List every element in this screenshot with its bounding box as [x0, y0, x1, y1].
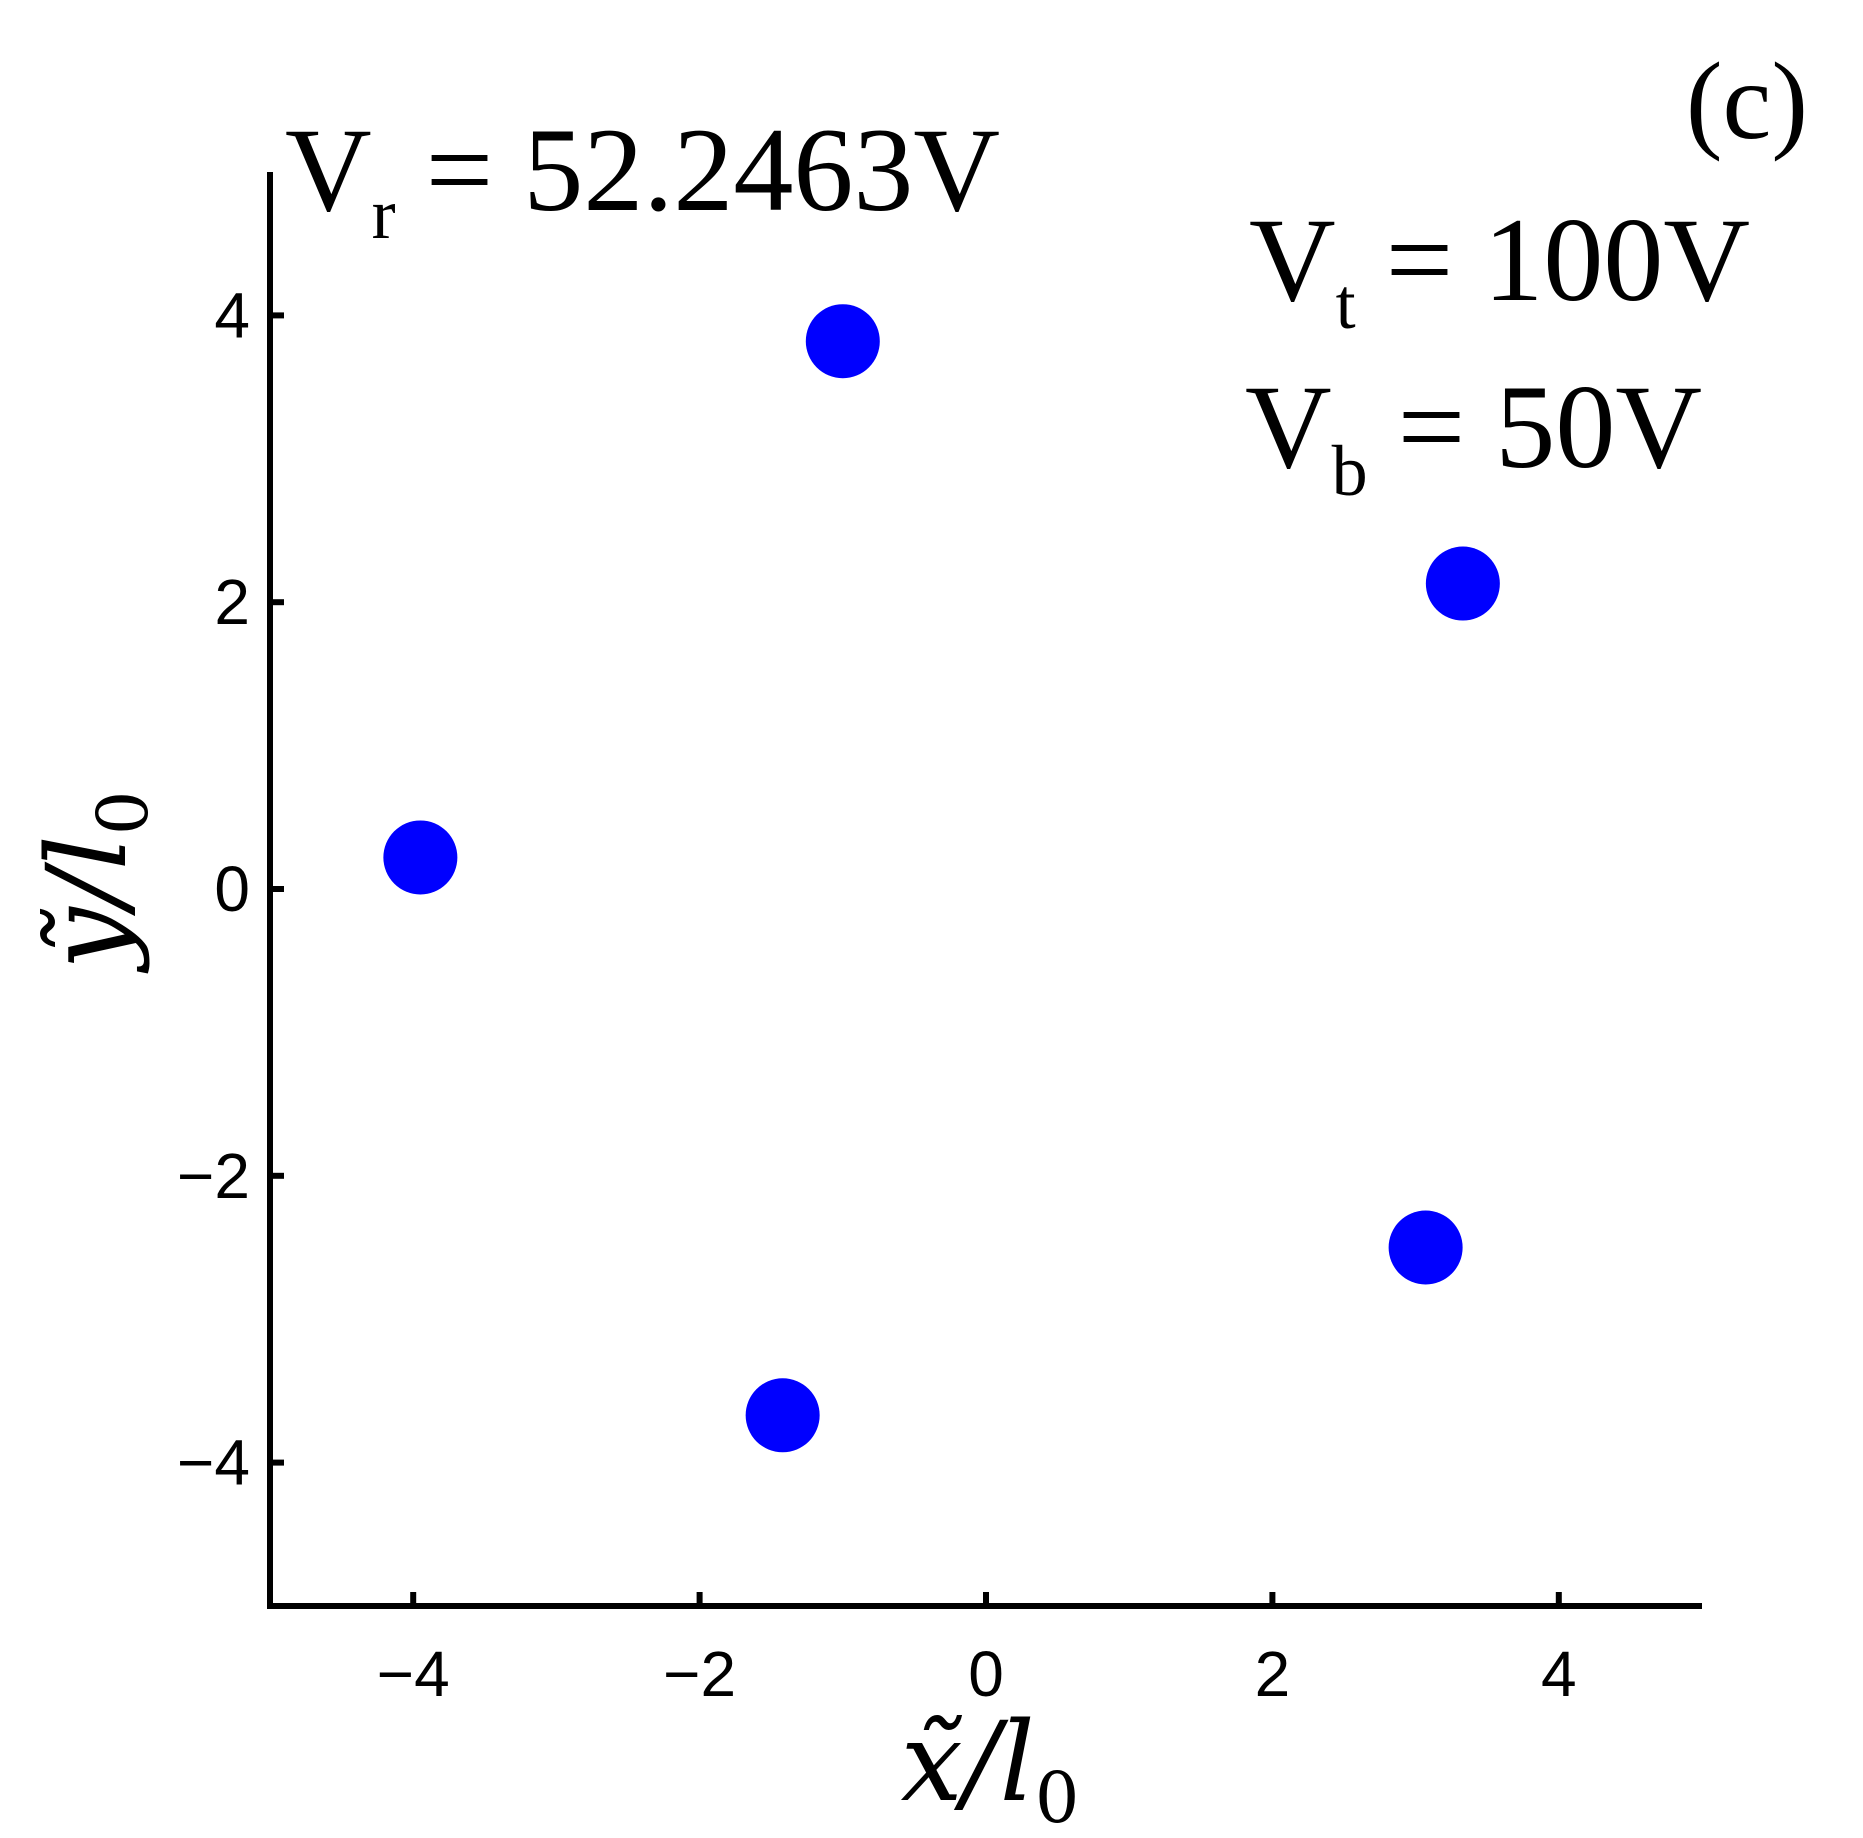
- y-tick-label: 2: [214, 566, 250, 638]
- data-point: [745, 1378, 820, 1453]
- annotation-vt-rest: = 100V: [1356, 193, 1750, 326]
- annotation-vt-sub: t: [1336, 264, 1356, 344]
- annotation-vb-main: V: [1245, 360, 1332, 493]
- y-axis-title-main: ỹ/l: [23, 835, 151, 974]
- x-tick-label: 0: [968, 1638, 1004, 1710]
- panel-label: (c): [1686, 40, 1808, 162]
- x-axis-title-main: x̃/l: [901, 1698, 1035, 1826]
- y-axis-title: ỹ/l0: [23, 791, 164, 975]
- y-tick-label: −4: [177, 1427, 250, 1499]
- x-tick-label: 4: [1541, 1638, 1577, 1710]
- data-point: [1388, 1210, 1463, 1285]
- axis-ticks: −4 −2 0 2 4 −4 −2 0 2 4: [177, 279, 1577, 1710]
- annotation-vt: Vt = 100V: [1249, 193, 1750, 344]
- annotation-vt-main: V: [1249, 193, 1336, 326]
- annotation-vr: Vr = 52.2463V: [285, 103, 1000, 254]
- annotation-vb-sub: b: [1332, 431, 1368, 511]
- y-tick-label: 0: [214, 853, 250, 925]
- x-axis-title-sub: 0: [1035, 1757, 1080, 1838]
- x-axis-title: x̃/l0: [901, 1698, 1080, 1838]
- y-tick-label: −2: [177, 1140, 250, 1212]
- annotation-vb: Vb = 50V: [1245, 360, 1702, 511]
- x-tick-label: −2: [663, 1638, 736, 1710]
- data-point: [1425, 546, 1500, 621]
- data-point: [383, 820, 458, 895]
- data-point: [805, 304, 880, 379]
- annotation-vr-rest: = 52.2463V: [396, 103, 1000, 236]
- x-tick-label: 2: [1255, 1638, 1291, 1710]
- y-axis-title-sub: 0: [82, 791, 164, 836]
- data-points: [383, 304, 1500, 1453]
- annotation-vr-sub: r: [372, 174, 396, 254]
- annotation-vb-rest: = 50V: [1368, 360, 1702, 493]
- x-tick-label: −4: [377, 1638, 450, 1710]
- annotation-vr-main: V: [285, 103, 372, 236]
- y-tick-label: 4: [214, 279, 250, 351]
